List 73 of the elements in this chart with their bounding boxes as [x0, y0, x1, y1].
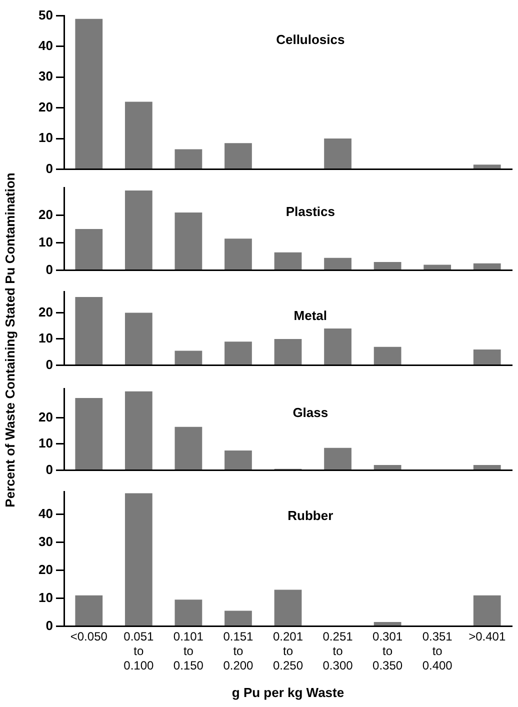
bar: [174, 149, 202, 168]
bar: [124, 493, 152, 626]
bar: [174, 600, 202, 626]
bar: [174, 426, 202, 470]
text: Rubber: [288, 508, 334, 523]
text: Cellulosics: [276, 32, 345, 47]
text: Metal: [294, 308, 328, 323]
y-tick-label: 20: [38, 99, 53, 114]
bar: [324, 138, 352, 168]
bar: [274, 252, 302, 270]
y-axis-title: Percent of Waste Containing Stated Pu Contamination: [2, 172, 18, 508]
y-tick-label: 0: [46, 160, 53, 176]
y-tick-label: 0: [46, 462, 53, 477]
bar: [274, 338, 302, 364]
bar: [124, 102, 152, 168]
y-tick-label: 10: [38, 130, 53, 146]
bar: [224, 610, 252, 626]
x-tick-label: 0.101 to 0.150: [173, 630, 204, 673]
y-tick-label: 20: [38, 562, 53, 577]
bar: [224, 143, 252, 168]
y-tick-label: 10: [38, 590, 53, 605]
y-tick-label: 50: [38, 7, 53, 22]
bar: [374, 464, 402, 470]
bar: [473, 263, 501, 270]
x-tick-label: 0.251 to 0.300: [322, 630, 354, 673]
y-tick-label: 10: [38, 330, 53, 346]
bar: [75, 297, 103, 364]
x-tick-label: 0.151 to 0.200: [223, 630, 254, 673]
bar: [75, 18, 103, 168]
x-tick-label: 0.351 to 0.400: [422, 630, 453, 673]
bar: [174, 350, 202, 364]
bar: [174, 212, 202, 270]
x-tick-label: >0.401: [468, 630, 506, 644]
x-tick-label: <0.050: [70, 630, 108, 644]
y-tick-label: 20: [38, 409, 53, 424]
bar: [374, 622, 402, 626]
y-tick-label: 40: [38, 38, 53, 54]
bar: [124, 312, 152, 364]
y-tick-label: 0: [46, 618, 53, 633]
y-tick-label: 10: [38, 436, 53, 451]
y-tick-label: 30: [38, 534, 53, 549]
bar: [473, 595, 501, 626]
y-tick-label: 30: [38, 68, 53, 84]
x-axis-title: g Pu per kg Waste: [232, 684, 344, 700]
bar: [224, 450, 252, 470]
y-tick-label: 20: [38, 206, 53, 222]
text: Glass: [292, 404, 328, 420]
bar: [473, 349, 501, 364]
bar: [124, 190, 152, 270]
bar: [75, 398, 103, 470]
bar: [324, 448, 352, 470]
bar: [75, 229, 103, 270]
y-tick-label: 20: [38, 304, 53, 320]
bar: [224, 238, 252, 270]
text: Plastics: [286, 204, 335, 219]
bar: [424, 264, 452, 270]
bar: [324, 328, 352, 364]
x-tick-label: 0.201 to 0.250: [272, 630, 304, 673]
bar: [473, 464, 501, 470]
y-tick-label: 10: [38, 234, 53, 250]
y-tick-label: 0: [46, 262, 53, 277]
x-tick-label: 0.051 to 0.100: [124, 630, 154, 673]
x-tick-label: 0.301 to 0.350: [372, 630, 403, 673]
bar: [224, 342, 252, 364]
y-tick-label: 40: [38, 506, 53, 521]
bar: [374, 346, 402, 364]
bar: [324, 258, 352, 270]
bar: [124, 391, 152, 470]
bar: [473, 164, 501, 168]
y-tick-label: 0: [46, 356, 53, 372]
bar: [274, 590, 302, 626]
bar: [75, 595, 103, 626]
bar: [374, 262, 402, 270]
